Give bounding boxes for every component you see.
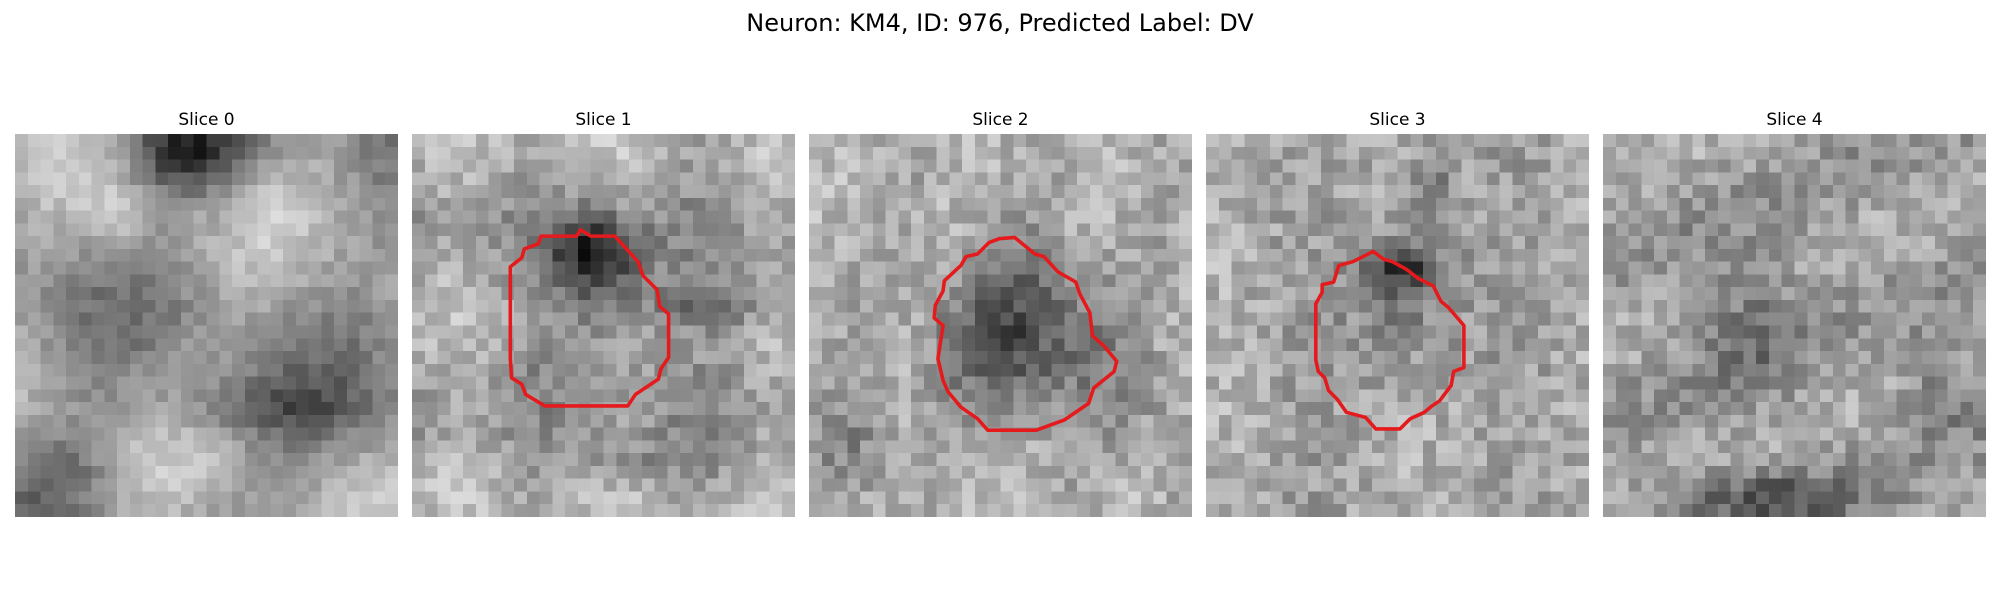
slice-pixels-1 (412, 134, 795, 517)
slice-panel-0: Slice 0 (15, 110, 398, 520)
slice-title-2: Slice 2 (972, 110, 1029, 130)
slice-panel-3: Slice 3 (1206, 110, 1589, 520)
slice-image-4 (1603, 134, 1986, 517)
slice-pixels-0 (15, 134, 398, 517)
slice-pixels-2 (809, 134, 1192, 517)
slice-image-1 (412, 134, 795, 517)
roi-outline (508, 227, 671, 408)
figure-title: Neuron: KM4, ID: 976, Predicted Label: D… (746, 9, 1254, 37)
slice-image-3 (1206, 134, 1589, 517)
slice-title-4: Slice 4 (1766, 110, 1823, 130)
slice-panel-4: Slice 4 (1603, 110, 1986, 520)
slice-title-1: Slice 1 (575, 110, 632, 130)
slice-title-3: Slice 3 (1369, 110, 1426, 130)
slice-panel-2: Slice 2 (809, 110, 1192, 520)
slice-pixels-4 (1603, 134, 1986, 517)
slice-image-2 (809, 134, 1192, 517)
slice-panel-1: Slice 1 (412, 110, 795, 520)
slice-title-0: Slice 0 (178, 110, 235, 130)
roi-outline (1314, 249, 1466, 431)
slice-image-0 (15, 134, 398, 517)
roi-outline (932, 235, 1119, 432)
slice-pixels-3 (1206, 134, 1589, 517)
